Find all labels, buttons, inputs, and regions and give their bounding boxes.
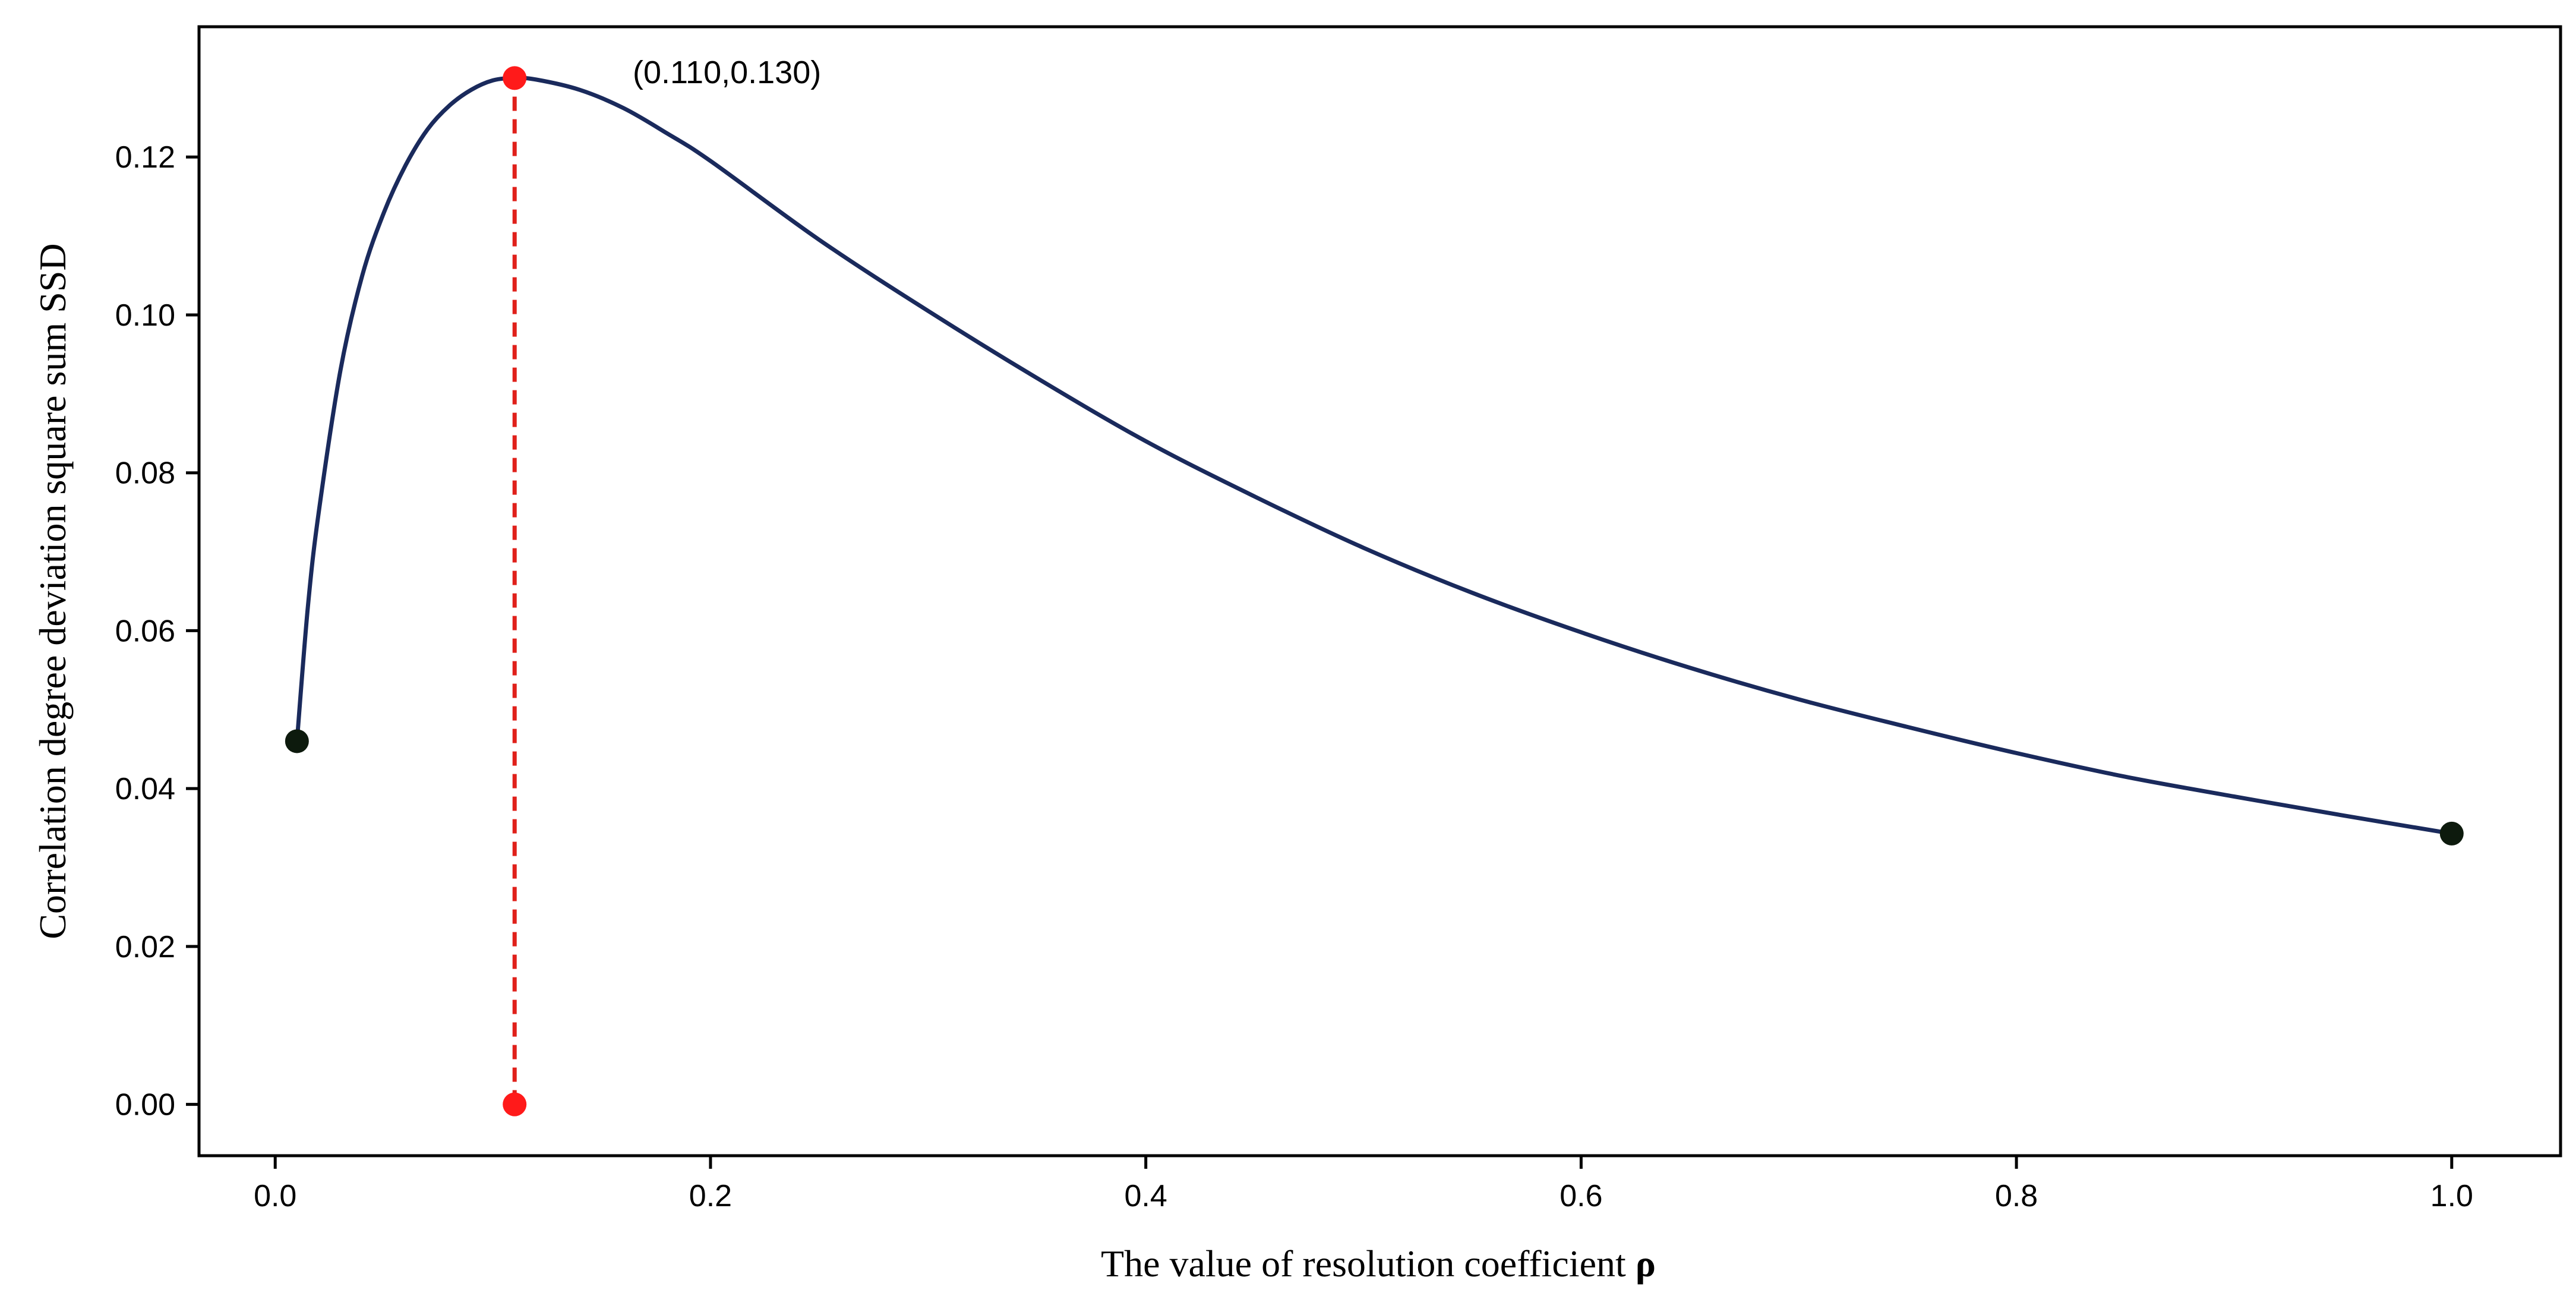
x-axis-label-symbol: ρ xyxy=(1636,1242,1656,1285)
ssd-curve xyxy=(295,75,2452,836)
point-start xyxy=(285,729,309,753)
marker-points xyxy=(285,66,2464,1116)
y-tick-label: 0.12 xyxy=(115,140,175,175)
x-axis-label-text: The value of resolution coefficient xyxy=(1101,1242,1626,1285)
y-tick-label: 0.08 xyxy=(115,456,175,491)
x-axis-label: The value of resolution coefficient ρ xyxy=(1101,1242,1656,1285)
max-annotation: (0.110,0.130) xyxy=(633,55,821,90)
x-tick-label: 0.0 xyxy=(254,1179,296,1213)
x-tick-label: 0.4 xyxy=(1125,1179,1167,1213)
point-max xyxy=(503,66,527,90)
y-tick-label: 0.04 xyxy=(115,772,175,806)
x-tick-label: 0.2 xyxy=(689,1179,732,1213)
point-end xyxy=(2439,821,2464,846)
plot-frame xyxy=(197,25,2562,1157)
y-tick-label: 0.06 xyxy=(115,614,175,648)
y-tick-label: 0.10 xyxy=(115,298,175,333)
x-tick-label: 0.6 xyxy=(1560,1179,1602,1213)
x-tick-label: 0.8 xyxy=(1995,1179,2038,1213)
y-axis-ticks: 0.00 0.02 0.04 0.06 0.08 0.10 0.12 xyxy=(115,140,199,1122)
y-tick-label: 0.00 xyxy=(115,1088,175,1122)
x-tick-label: 1.0 xyxy=(2430,1179,2473,1213)
x-axis-ticks: 0.0 0.2 0.4 0.6 0.8 1.0 xyxy=(254,1156,2473,1213)
y-axis-label: Correlation degree deviation square sum … xyxy=(31,243,74,939)
y-tick-label: 0.02 xyxy=(115,930,175,964)
point-max-base xyxy=(503,1092,527,1116)
